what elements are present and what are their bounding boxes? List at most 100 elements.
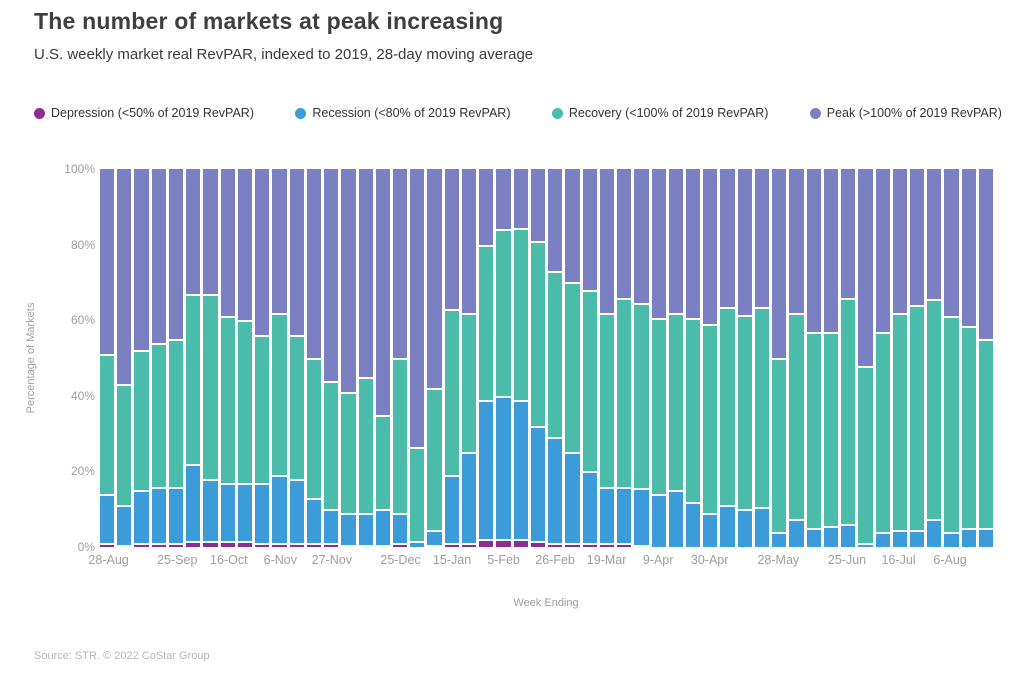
segment-recovery	[151, 342, 166, 487]
segment-recovery	[910, 305, 925, 530]
segment-recovery	[858, 365, 873, 544]
segment-recession	[341, 512, 356, 546]
segment-recovery	[944, 316, 959, 532]
segment-peak	[358, 169, 373, 377]
segment-recovery	[100, 354, 115, 495]
bar-week-43	[841, 169, 856, 547]
segment-recession	[927, 518, 942, 547]
bar-week-10	[272, 169, 287, 547]
legend-item-peak: Peak (>100% of 2019 RevPAR)	[809, 106, 1002, 120]
segment-peak	[582, 169, 597, 290]
segment-recession	[910, 529, 925, 547]
plot-area	[100, 169, 994, 548]
bar-week-18	[410, 169, 425, 547]
segment-peak	[496, 169, 511, 230]
x-tick-9-Apr: 9-Apr	[642, 553, 674, 567]
segment-depression	[272, 543, 287, 547]
segment-peak	[599, 169, 615, 313]
segment-recovery	[978, 339, 994, 529]
segment-peak	[186, 169, 201, 294]
segment-recovery	[117, 384, 132, 506]
segment-recession	[186, 463, 201, 542]
segment-recession	[772, 531, 787, 547]
segment-recovery	[754, 306, 770, 508]
legend: Depression (<50% of 2019 RevPAR) Recessi…	[34, 106, 1002, 120]
y-tick-100%: 100%	[64, 162, 95, 176]
segment-peak	[772, 169, 787, 358]
segment-recovery	[685, 318, 701, 502]
segment-recovery	[427, 388, 442, 530]
segment-recovery	[358, 376, 373, 513]
y-tick-80%: 80%	[70, 237, 95, 252]
segment-peak	[927, 169, 942, 300]
x-tick-28-May: 28-May	[757, 553, 800, 567]
segment-depression	[237, 541, 253, 547]
segment-recovery	[392, 358, 408, 513]
segment-recovery	[461, 312, 477, 453]
segment-recovery	[530, 240, 546, 427]
segment-recovery	[582, 289, 597, 472]
segment-depression	[565, 543, 580, 547]
x-tick-25-Sep: 25-Sep	[157, 553, 198, 567]
segment-recovery	[892, 312, 908, 530]
segment-recession	[513, 399, 528, 540]
segment-depression	[341, 545, 356, 548]
bar-week-27	[565, 169, 580, 547]
x-tick-5-Feb: 5-Feb	[487, 553, 520, 567]
segment-peak	[220, 169, 235, 317]
segment-peak	[444, 169, 459, 309]
segment-recession	[634, 488, 649, 546]
bar-week-17	[392, 169, 408, 547]
bar-week-5	[186, 169, 201, 547]
bar-week-11	[289, 169, 304, 547]
segment-recovery	[720, 306, 735, 506]
x-tick-25-Dec: 25-Dec	[380, 553, 421, 567]
segment-recession	[685, 501, 701, 547]
segment-peak	[237, 169, 253, 321]
segment-peak	[272, 169, 287, 313]
segment-recession	[944, 531, 959, 547]
x-tick-19-Mar: 19-Mar	[586, 553, 627, 567]
segment-recovery	[634, 303, 649, 489]
bar-week-49	[944, 169, 959, 547]
segment-depression	[255, 543, 270, 547]
segment-recovery	[651, 318, 666, 495]
segment-recovery	[927, 299, 942, 519]
bar-week-41	[806, 169, 821, 547]
depression-dot-icon	[34, 107, 45, 119]
segment-depression	[461, 543, 477, 547]
segment-peak	[617, 169, 632, 298]
bar-week-25	[530, 169, 546, 547]
segment-peak	[651, 169, 666, 319]
page-title: The number of markets at peak increasing	[34, 8, 504, 34]
segment-recovery	[703, 323, 718, 513]
segment-recovery	[479, 244, 494, 400]
segment-recovery	[444, 308, 459, 476]
segment-recovery	[599, 312, 615, 487]
segment-recovery	[203, 293, 218, 479]
segment-peak	[565, 169, 580, 283]
segment-peak	[944, 169, 959, 317]
bar-week-36	[720, 169, 735, 547]
bar-week-42	[823, 169, 839, 547]
bar-week-46	[892, 169, 908, 547]
x-tick-26-Feb: 26-Feb	[535, 553, 575, 567]
segment-recovery	[186, 293, 201, 464]
bar-week-19	[427, 169, 442, 548]
segment-recovery	[496, 229, 511, 396]
segment-depression	[582, 543, 597, 547]
segment-peak	[168, 169, 184, 340]
bar-week-50	[961, 169, 976, 547]
segment-peak	[978, 169, 994, 340]
segment-peak	[151, 169, 166, 343]
segment-depression	[496, 539, 511, 547]
segment-peak	[703, 169, 718, 324]
bar-week-3	[151, 169, 166, 547]
segment-recovery	[961, 325, 976, 529]
bar-week-30	[617, 169, 632, 547]
segment-depression	[203, 541, 218, 547]
segment-recession	[134, 490, 149, 544]
segment-recession	[617, 486, 632, 544]
segment-recession	[496, 395, 511, 540]
segment-recession	[392, 512, 408, 544]
